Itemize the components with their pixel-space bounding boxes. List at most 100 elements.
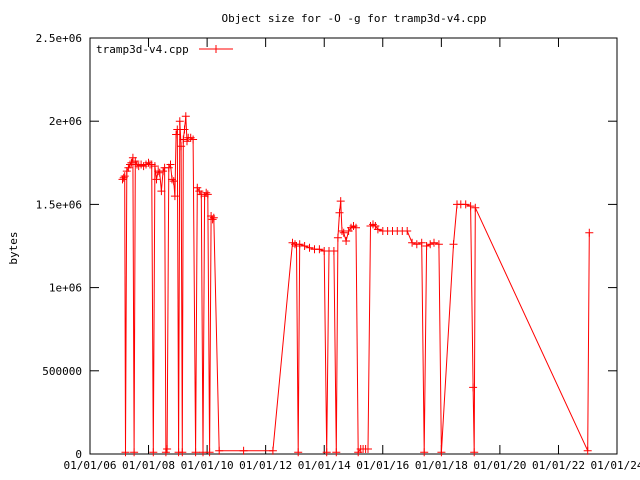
data-point-marker <box>339 228 348 237</box>
data-point-marker <box>124 163 133 172</box>
data-point-marker <box>203 190 212 199</box>
data-point-marker <box>178 448 187 457</box>
data-point-marker <box>161 448 170 457</box>
data-point-marker <box>335 208 344 217</box>
data-point-marker <box>449 240 458 249</box>
data-point-marker <box>122 167 131 176</box>
data-point-marker <box>155 168 164 177</box>
data-point-marker <box>175 117 184 126</box>
data-point-marker <box>295 240 304 249</box>
data-point-marker <box>332 448 341 457</box>
data-point-marker <box>470 448 479 457</box>
data-point-marker <box>169 177 178 186</box>
x-tick-label: 01/01/14 <box>298 459 351 472</box>
data-point-marker <box>461 200 470 209</box>
data-point-marker <box>583 446 592 455</box>
data-point-marker <box>170 192 179 201</box>
y-tick-label: 0 <box>75 448 82 461</box>
axes-group: 0 500000 1e+06 1.5e+06 2e+06 2.5e+06 01/01/06 0… <box>36 32 640 472</box>
data-point-marker <box>180 125 189 134</box>
data-point-marker <box>239 446 248 455</box>
data-point-marker <box>471 203 480 212</box>
data-point-marker <box>420 448 429 457</box>
data-point-marker <box>159 167 168 176</box>
x-tick-label: 01/01/16 <box>356 459 409 472</box>
data-point-marker <box>179 135 188 144</box>
data-point-marker <box>437 448 446 457</box>
data-point-marker <box>121 448 130 457</box>
data-point-marker <box>149 448 158 457</box>
data-point-marker <box>126 160 134 169</box>
data-point-marker <box>164 163 173 172</box>
legend-marker-sample <box>212 45 220 53</box>
data-point-marker <box>152 175 161 184</box>
data-point-marker <box>292 242 301 250</box>
data-point-marker <box>417 238 426 247</box>
data-point-marker <box>168 175 176 184</box>
chart-title: Object size for -O -g for tramp3d-v4.cpp <box>222 12 487 25</box>
data-point-marker <box>205 448 214 457</box>
data-point-marker <box>181 112 190 121</box>
data-point-marker <box>300 242 309 250</box>
data-point-marker <box>412 240 421 249</box>
legend: tramp3d-v4.cpp <box>96 43 233 56</box>
series-group <box>118 112 594 457</box>
data-point-marker <box>144 158 153 167</box>
x-tick-label: 01/01/18 <box>415 459 468 472</box>
y-axis-label: bytes <box>7 231 20 264</box>
plot-frame <box>89 37 618 455</box>
data-point-marker <box>157 187 166 196</box>
data-point-marker <box>268 446 277 455</box>
data-point-marker <box>195 187 204 196</box>
data-point-marker <box>352 223 360 232</box>
data-point-marker <box>127 158 136 167</box>
data-point-marker <box>215 446 224 455</box>
data-point-marker <box>208 215 217 224</box>
data-point-marker <box>177 142 186 151</box>
data-point-marker <box>294 448 303 457</box>
data-point-marker <box>147 160 156 169</box>
data-point-marker <box>426 240 435 249</box>
y-tick-label: 1e+06 <box>49 282 82 295</box>
data-point-marker <box>173 125 182 134</box>
data-point-marker <box>403 227 412 235</box>
x-tick-label: 01/01/08 <box>122 459 175 472</box>
data-point-marker <box>130 448 139 457</box>
y-tick-label: 2.5e+06 <box>36 32 82 45</box>
data-point-marker <box>305 243 314 252</box>
data-point-marker <box>172 130 181 139</box>
data-point-marker <box>329 247 338 255</box>
data-point-marker <box>466 202 475 211</box>
x-tick-label: 01/01/06 <box>64 459 117 472</box>
data-point-marker <box>183 137 191 146</box>
data-point-marker <box>202 188 211 197</box>
data-point-marker <box>364 445 372 453</box>
series-line <box>122 116 590 454</box>
data-point-marker <box>119 173 128 182</box>
data-point-marker <box>322 448 331 457</box>
data-point-marker <box>469 383 478 392</box>
data-point-marker <box>193 183 202 192</box>
x-tick-label: 01/01/24 <box>591 459 640 472</box>
data-point-marker <box>209 213 218 222</box>
legend-series-label: tramp3d-v4.cpp <box>96 43 189 56</box>
y-tick-label: 1.5e+06 <box>36 198 82 211</box>
y-tick-label: 2e+06 <box>49 115 82 128</box>
data-point-marker <box>166 160 175 169</box>
data-point-marker <box>191 448 200 457</box>
x-tick-label: 01/01/12 <box>239 459 292 472</box>
data-point-marker <box>373 225 382 234</box>
data-point-marker <box>200 192 209 201</box>
data-point-marker <box>315 245 324 254</box>
data-point-marker <box>189 135 198 144</box>
x-tick-label: 01/01/10 <box>181 459 234 472</box>
y-tick-label: 500000 <box>42 365 82 378</box>
data-point-marker <box>336 197 345 206</box>
data-point-marker <box>585 228 594 237</box>
data-point-marker <box>342 237 351 245</box>
data-point-marker <box>434 240 443 249</box>
x-tick-label: 01/01/22 <box>532 459 585 472</box>
data-point-marker <box>408 238 417 247</box>
data-point-marker <box>120 172 129 181</box>
